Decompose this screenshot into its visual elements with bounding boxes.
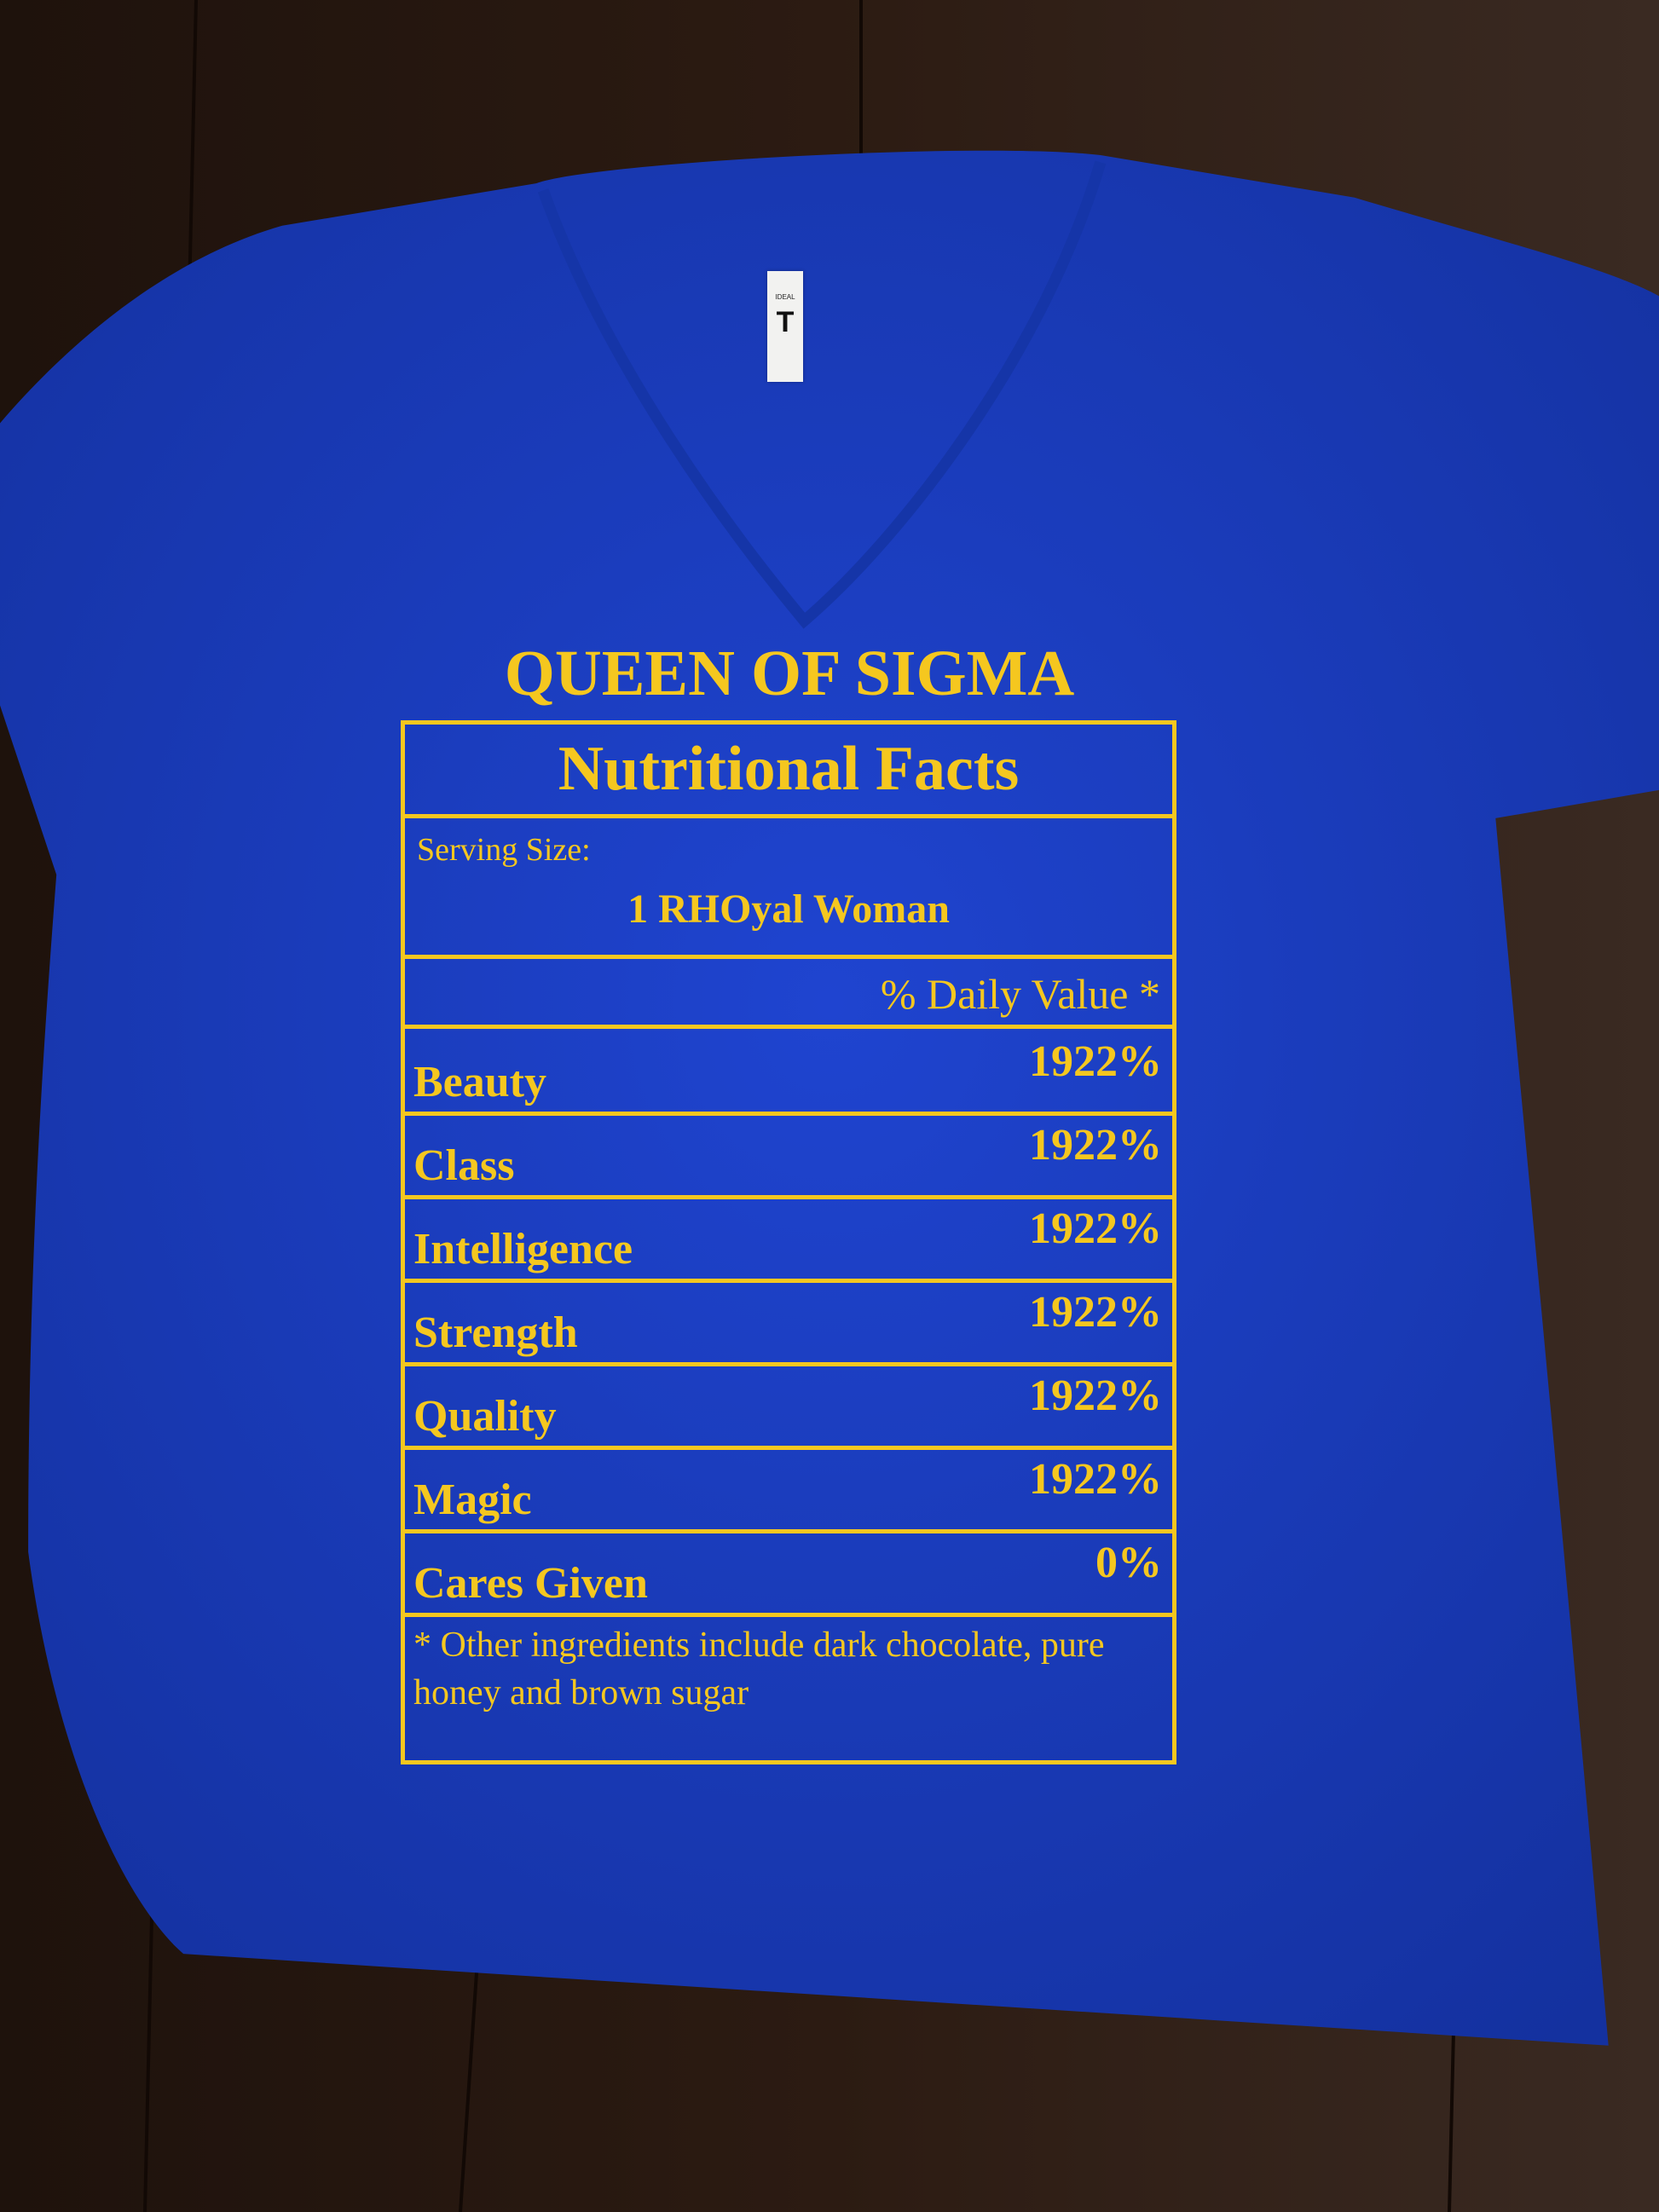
neckline <box>537 160 1107 629</box>
footnote: * Other ingredients include dark chocola… <box>413 1626 1105 1712</box>
nutrient-name: Quality <box>413 1392 557 1441</box>
nutrient-row: Strength 1922% <box>405 1284 1172 1366</box>
nutrient-name: Beauty <box>413 1058 546 1106</box>
serving-size-row: Serving Size: 1 RHOyal Woman <box>405 818 1172 959</box>
shirt-print: QUEEN OF SIGMA Nutritional Facts Serving… <box>401 635 1178 1764</box>
nutrition-facts-box: Nutritional Facts Serving Size: 1 RHOyal… <box>401 720 1176 1764</box>
nutrient-value: 1922% <box>1029 1204 1162 1253</box>
nutrient-row: Class 1922% <box>405 1117 1172 1199</box>
shirt-label-tag: IDEAL T <box>767 271 803 382</box>
nutrient-row: Cares Given 0% <box>405 1534 1172 1617</box>
serving-size-label: Serving Size: <box>417 832 591 868</box>
nutrient-name: Strength <box>413 1308 578 1357</box>
nutrient-value: 1922% <box>1029 1121 1162 1170</box>
tag-logo: T <box>776 306 795 338</box>
nutrient-row: Beauty 1922% <box>405 1033 1172 1116</box>
t-shirt <box>0 150 1659 2046</box>
daily-value-header: % Daily Value * <box>405 959 1172 1029</box>
nutrient-value: 1922% <box>1029 1288 1162 1337</box>
nutrient-name: Class <box>413 1141 515 1190</box>
print-title: QUEEN OF SIGMA <box>504 638 1075 709</box>
nutrition-heading: Nutritional Facts <box>405 725 1172 818</box>
nutrient-value: 1922% <box>1029 1037 1162 1086</box>
serving-size-value: 1 RHOyal Woman <box>627 887 950 932</box>
nutrient-row: Magic 1922% <box>405 1451 1172 1533</box>
nutrient-name: Intelligence <box>413 1225 633 1273</box>
nutrient-value: 1922% <box>1029 1455 1162 1504</box>
nutrient-name: Cares Given <box>413 1559 648 1608</box>
nutrient-row: Intelligence 1922% <box>405 1200 1172 1283</box>
tag-brand: IDEAL <box>775 293 795 301</box>
nutrient-value: 1922% <box>1029 1372 1162 1420</box>
nutrient-value: 0% <box>1095 1539 1162 1587</box>
nutrient-name: Magic <box>413 1476 532 1524</box>
nutrient-row: Quality 1922% <box>405 1367 1172 1450</box>
